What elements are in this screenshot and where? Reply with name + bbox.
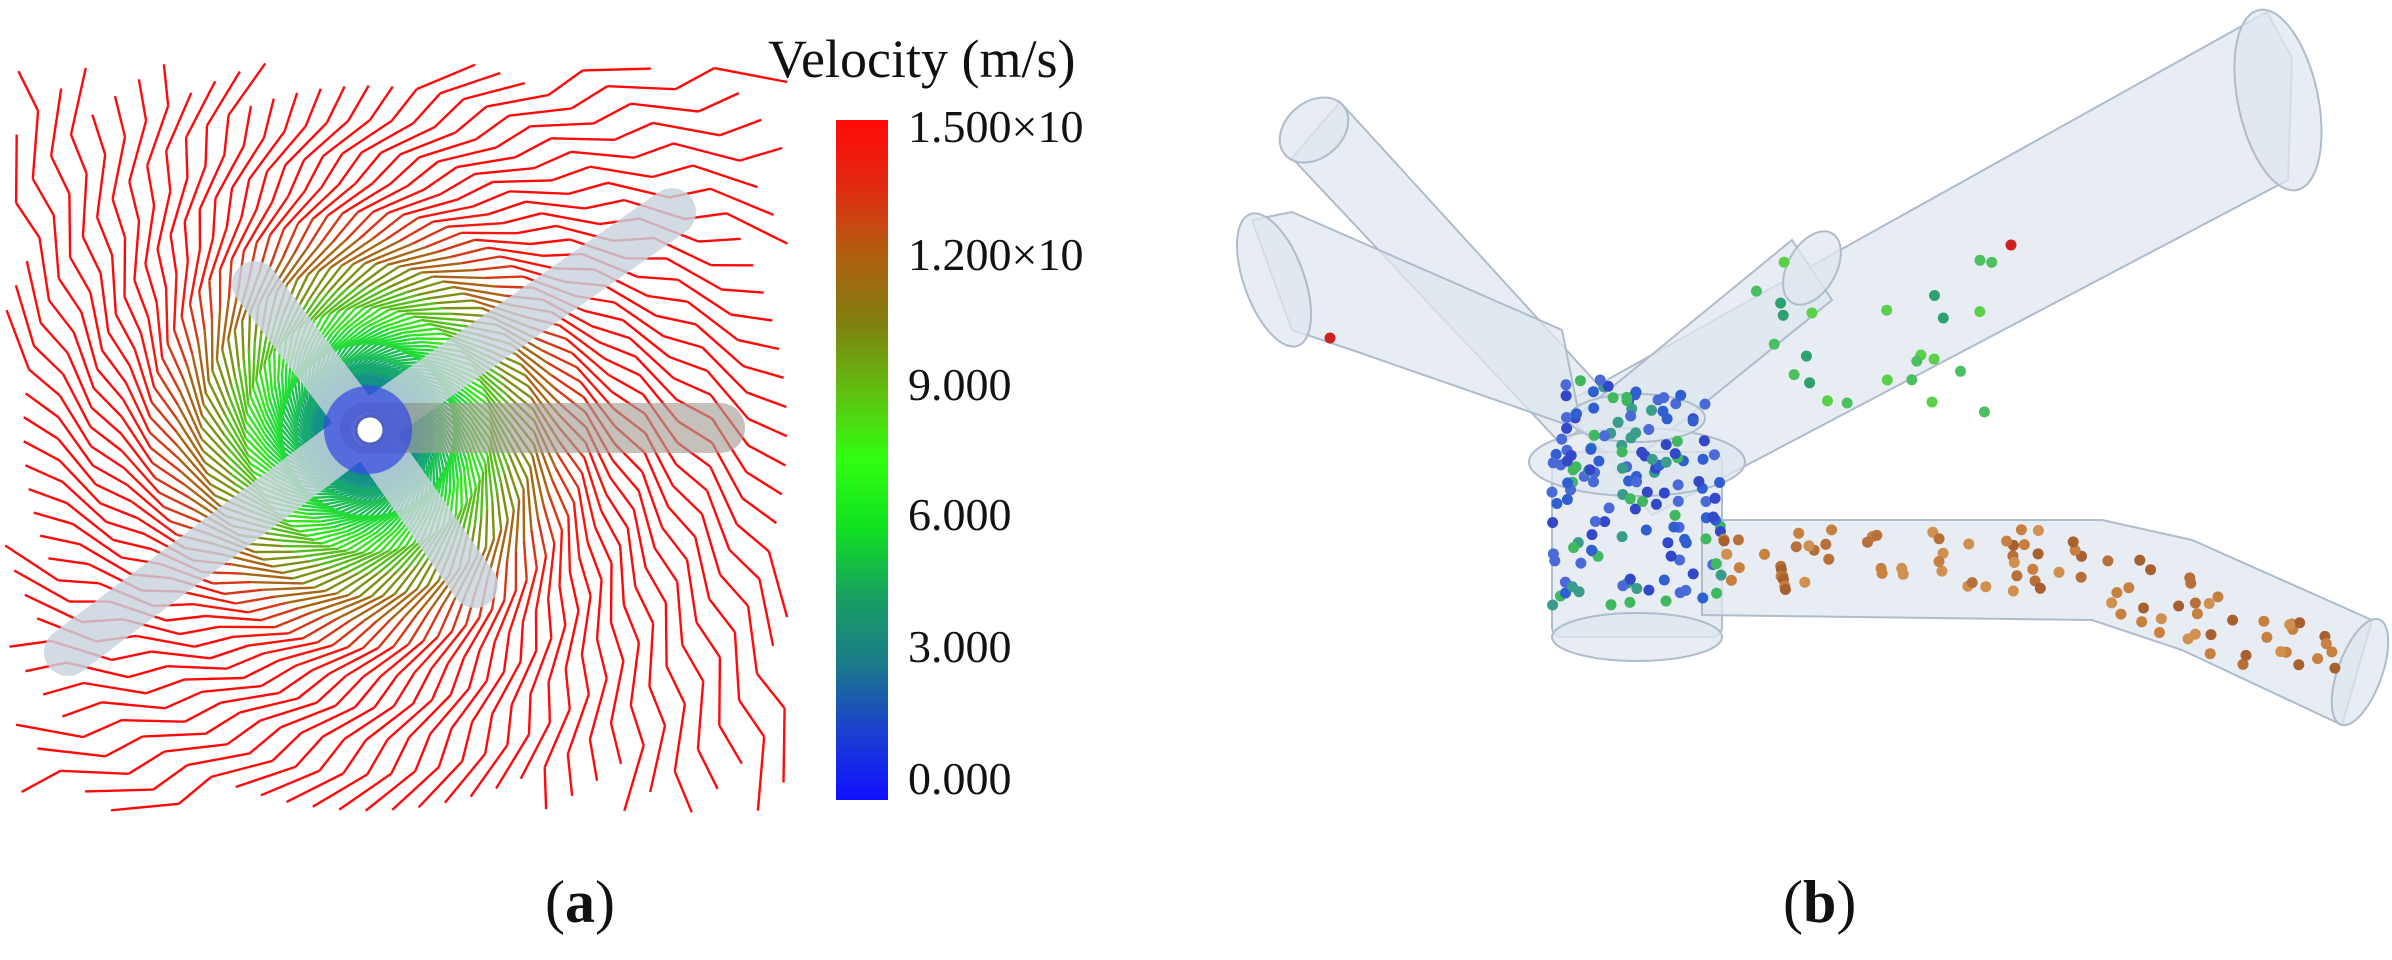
rotor-hub xyxy=(324,386,412,474)
legend-tick-max: 1.500×10 xyxy=(908,101,1084,152)
caption-a: (a) xyxy=(545,869,615,935)
velocity-colorbar xyxy=(836,120,888,800)
particles xyxy=(1324,239,2341,674)
legend-tick-3000: 3.000 xyxy=(908,621,1012,672)
legend-tick-1200: 1.200×10 xyxy=(908,229,1084,280)
caption-b: (b) xyxy=(1783,869,1857,935)
streamline-panel xyxy=(4,62,789,813)
pipe-network xyxy=(1236,8,2390,727)
legend-tick-min: 0.000 xyxy=(908,753,1012,804)
legend-tick-6000: 6.000 xyxy=(908,489,1012,540)
particle-flow-panel xyxy=(1236,8,2390,727)
legend-title: Velocity (m/s) xyxy=(768,29,1076,89)
legend-tick-9000: 9.000 xyxy=(908,359,1012,410)
